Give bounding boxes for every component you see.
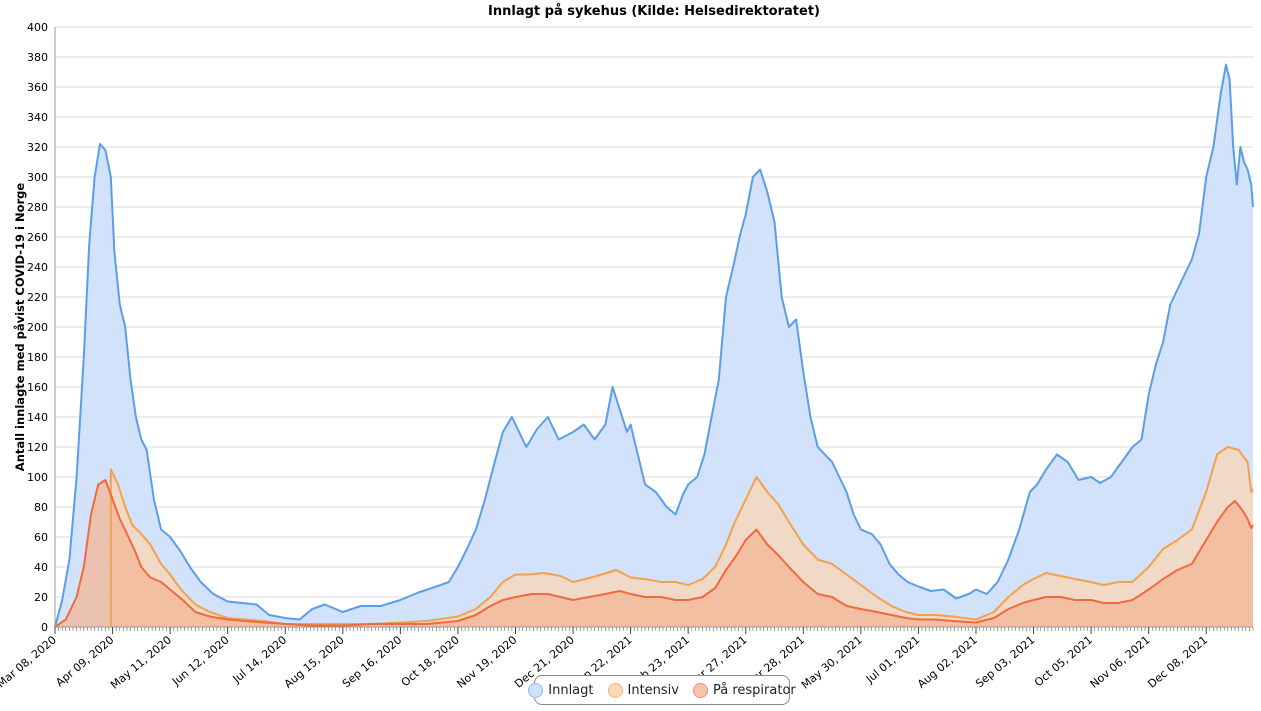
- y-tick-label: 340: [27, 111, 48, 124]
- axes: [54, 27, 1254, 631]
- y-tick-label: 20: [34, 591, 48, 604]
- x-tick-label: Sep 16, 2020: [340, 633, 404, 690]
- x-tick-label: Aug 15, 2020: [282, 633, 347, 691]
- y-tick-label: 380: [27, 51, 48, 64]
- chart-title: Innlagt på sykehus (Kilde: Helsedirektor…: [488, 4, 820, 19]
- legend-label-innlagt: Innlagt: [548, 682, 594, 698]
- x-tick-label: Sep 03, 2021: [973, 633, 1037, 690]
- line-innlagt: [54, 63, 1254, 628]
- y-tick-label: 160: [27, 381, 48, 394]
- y-tick-label: 360: [27, 81, 48, 94]
- legend-label-intensiv: Intensiv: [627, 682, 680, 698]
- y-tick-label: 0: [41, 621, 48, 634]
- area-innlagt: [55, 64, 1253, 627]
- legend-item-respirator[interactable]: På respirator: [693, 682, 796, 698]
- x-tick-label: Oct 18, 2020: [399, 633, 462, 689]
- line-respirator: [54, 479, 1254, 628]
- y-tick-label: 180: [27, 351, 48, 364]
- y-tick-label: 140: [27, 411, 48, 424]
- x-tick-label: Jun 12, 2020: [169, 633, 231, 688]
- x-tick-label: Dec 08, 2021: [1145, 633, 1210, 690]
- series-lines: [54, 63, 1254, 628]
- legend-swatch-respirator: [693, 682, 708, 698]
- y-tick-label: 80: [34, 501, 48, 514]
- x-tick-label: Oct 05, 2021: [1032, 633, 1095, 689]
- x-tick-label: Mar 08, 2020: [0, 633, 59, 690]
- y-tick-label: 300: [27, 171, 48, 184]
- x-tick-label: Aug 02, 2021: [915, 633, 980, 691]
- x-tick-label: Jul 14, 2020: [230, 633, 290, 686]
- legend-label-respirator: På respirator: [713, 682, 796, 698]
- line-intensiv: [109, 446, 1254, 627]
- x-tick-label: May 11, 2020: [108, 633, 174, 691]
- y-tick-labels: 0 20 40 60 80 100 120 140 160 180 200 220 240 260 280 3…: [27, 21, 48, 634]
- y-tick-label: 120: [27, 441, 48, 454]
- legend-item-innlagt[interactable]: Innlagt: [528, 682, 594, 698]
- y-tick-label: 280: [27, 201, 48, 214]
- y-tick-label: 240: [27, 261, 48, 274]
- grid-lines: [55, 26, 1253, 628]
- x-tick-label: May 30, 2021: [799, 633, 865, 691]
- y-tick-label: 320: [27, 141, 48, 154]
- y-tick-label: 400: [27, 21, 48, 34]
- series-areas: [55, 64, 1253, 627]
- legend: Innlagt Intensiv På respirator: [528, 675, 796, 705]
- legend-swatch-intensiv: [607, 682, 623, 698]
- legend-swatch-innlagt: [528, 682, 544, 698]
- y-tick-label: 200: [27, 321, 48, 334]
- legend-item-intensiv[interactable]: Intensiv: [607, 682, 680, 698]
- x-tick-label: Jul 01, 2021: [863, 633, 923, 686]
- y-tick-label: 100: [27, 471, 48, 484]
- x-tick-label: Nov 19, 2020: [454, 633, 519, 690]
- y-tick-label: 260: [27, 231, 48, 244]
- y-tick-label: 40: [34, 561, 48, 574]
- x-tick-label: Nov 06, 2021: [1088, 633, 1153, 690]
- y-tick-label: 60: [34, 531, 48, 544]
- y-tick-label: 220: [27, 291, 48, 304]
- x-tick-label: Apr 09, 2020: [53, 633, 116, 689]
- y-axis-label: Antall innlagte med påvist COVID-19 i No…: [13, 183, 27, 472]
